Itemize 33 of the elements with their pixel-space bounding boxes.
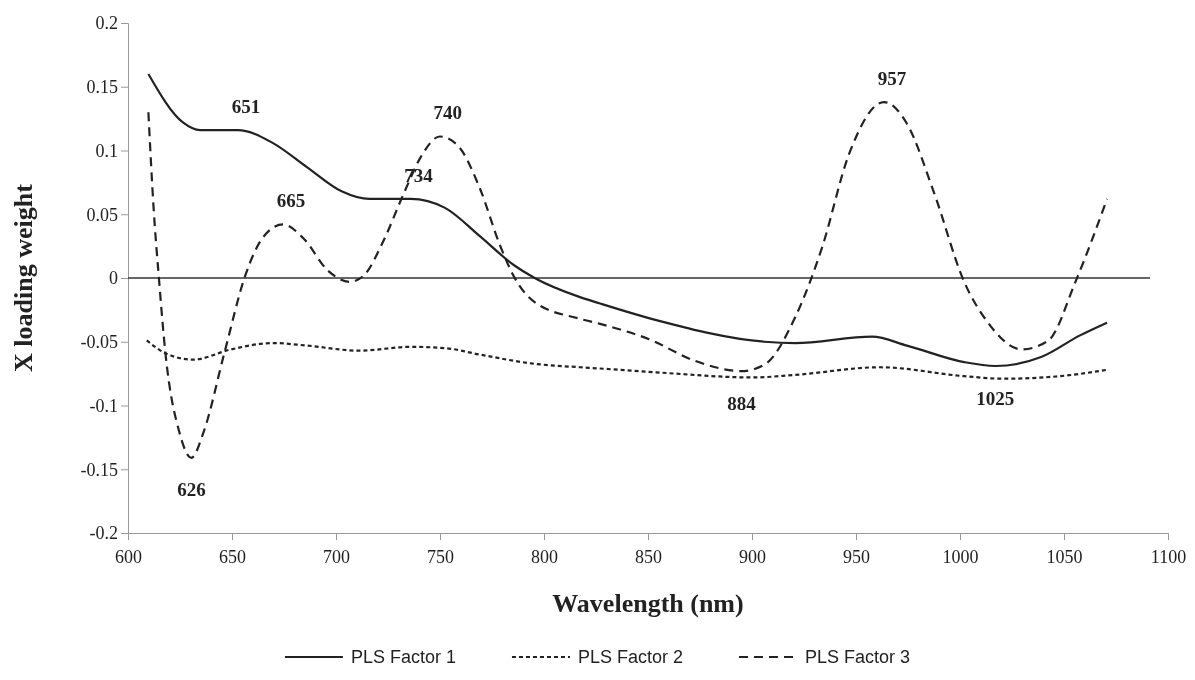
- y-tick-label: 0.2: [95, 13, 118, 34]
- legend-label: PLS Factor 3: [805, 647, 911, 668]
- legend-label: PLS Factor 1: [350, 647, 456, 668]
- annotation: 1025: [976, 387, 1015, 409]
- annotation: 665: [276, 190, 306, 212]
- annotation: 740: [433, 102, 463, 124]
- x-tick-label: 750: [427, 546, 454, 567]
- y-tick-label: -0.05: [80, 332, 118, 353]
- y-tick-label: 0.1: [95, 140, 118, 161]
- y-tick-label: 0.15: [86, 77, 118, 98]
- x-tick-label: 700: [323, 546, 350, 567]
- y-tick-label: 0.05: [86, 204, 118, 225]
- annotation: 957: [877, 67, 907, 89]
- annotation: 626: [177, 479, 206, 501]
- annotation: 651: [231, 95, 261, 117]
- legend-label: PLS Factor 2: [577, 647, 684, 668]
- y-tick-label: -0.15: [80, 459, 118, 480]
- x-tick-label: 650: [219, 546, 246, 567]
- x-tick-label: 1100: [1150, 546, 1187, 567]
- x-axis-title: Wavelength (nm): [552, 589, 744, 618]
- y-tick-label: 0: [109, 268, 118, 289]
- x-tick-label: 950: [843, 546, 870, 567]
- x-tick-label: 800: [531, 546, 558, 567]
- x-tick-label: 600: [115, 546, 142, 567]
- x-tick-label: 900: [739, 546, 766, 567]
- x-tick-label: 1050: [1046, 546, 1083, 567]
- y-axis-title: X loading weight: [9, 183, 38, 372]
- y-tick-label: -0.2: [89, 523, 118, 544]
- y-tick-label: -0.1: [89, 395, 118, 416]
- annotation: 734: [404, 164, 434, 186]
- annotation: 884: [727, 392, 757, 414]
- x-tick-label: 850: [635, 546, 662, 567]
- x-tick-label: 1000: [942, 546, 979, 567]
